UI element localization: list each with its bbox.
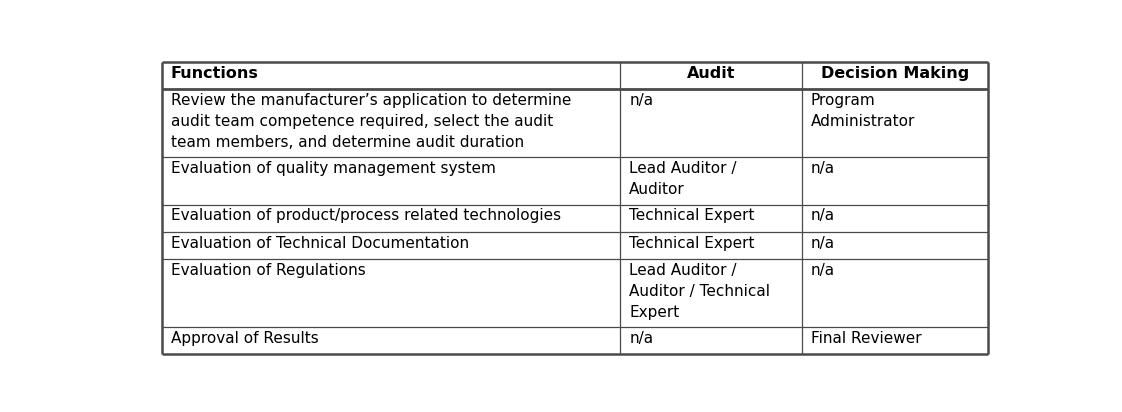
Text: Program
Administrator: Program Administrator bbox=[811, 93, 916, 129]
Text: Review the manufacturer’s application to determine
audit team competence require: Review the manufacturer’s application to… bbox=[171, 93, 571, 150]
Text: n/a: n/a bbox=[811, 263, 835, 278]
Text: Decision Making: Decision Making bbox=[821, 66, 969, 81]
Text: Lead Auditor /
Auditor: Lead Auditor / Auditor bbox=[629, 161, 737, 197]
Text: n/a: n/a bbox=[811, 236, 835, 250]
Text: Technical Expert: Technical Expert bbox=[629, 236, 755, 250]
Text: Evaluation of Regulations: Evaluation of Regulations bbox=[171, 263, 366, 278]
Text: Audit: Audit bbox=[687, 66, 736, 81]
Text: n/a: n/a bbox=[811, 208, 835, 223]
Text: n/a: n/a bbox=[629, 330, 653, 346]
Text: Evaluation of product/process related technologies: Evaluation of product/process related te… bbox=[171, 208, 561, 223]
Text: Approval of Results: Approval of Results bbox=[171, 330, 319, 346]
Text: n/a: n/a bbox=[811, 161, 835, 176]
Text: Lead Auditor /
Auditor / Technical
Expert: Lead Auditor / Auditor / Technical Exper… bbox=[629, 263, 770, 320]
Text: Functions: Functions bbox=[171, 66, 258, 81]
Text: Evaluation of quality management system: Evaluation of quality management system bbox=[171, 161, 496, 176]
Text: Final Reviewer: Final Reviewer bbox=[811, 330, 921, 346]
Text: n/a: n/a bbox=[629, 93, 653, 108]
Text: Evaluation of Technical Documentation: Evaluation of Technical Documentation bbox=[171, 236, 469, 250]
Text: Technical Expert: Technical Expert bbox=[629, 208, 755, 223]
